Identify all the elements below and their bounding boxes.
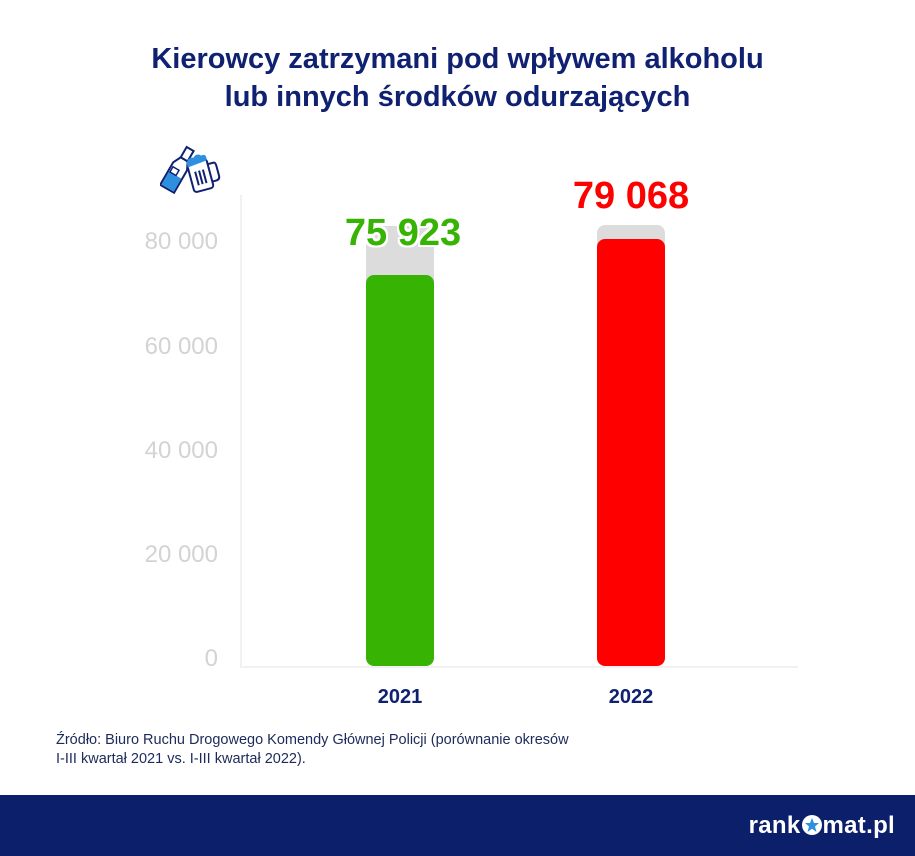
y-tick-label: 40 000: [144, 437, 218, 464]
value-label-2021: 75 923: [344, 212, 462, 254]
y-tick-label: 0: [204, 645, 218, 672]
y-axis-line: [240, 195, 242, 667]
source-line1: Źródło: Biuro Ruchu Drogowego Komendy Gł…: [56, 732, 569, 748]
logo-text-part2: mat.pl: [822, 812, 895, 839]
source-note: Źródło: Biuro Ruchu Drogowego Komendy Gł…: [56, 731, 696, 769]
y-tick-label: 60 000: [144, 333, 218, 360]
y-tick-label: 20 000: [144, 541, 218, 568]
x-label-2021: 2021: [377, 686, 423, 708]
x-axis-line: [240, 666, 798, 668]
x-label-2022: 2022: [608, 686, 654, 708]
logo-text-part1: rank: [748, 812, 801, 839]
bar-2021: [366, 275, 434, 666]
chart-title-line2: lub innych środków odurzających: [224, 81, 691, 113]
chart-title-line1: Kierowcy zatrzymani pod wpływem alkoholu: [151, 43, 764, 75]
footer-bar: rank mat.pl: [0, 795, 915, 856]
value-label-2022: 79 068: [572, 175, 690, 217]
bar-2022: [597, 239, 665, 666]
star-icon: [801, 815, 822, 835]
chart-title: Kierowcy zatrzymani pod wpływem alkoholu…: [0, 40, 915, 116]
y-tick-label: 80 000: [144, 228, 218, 255]
source-line2: I-III kwartał 2021 vs. I-III kwartał 202…: [56, 751, 306, 767]
bottle-and-beer-mug-icon: [158, 144, 222, 196]
rankomat-logo[interactable]: rank mat.pl: [749, 811, 895, 841]
